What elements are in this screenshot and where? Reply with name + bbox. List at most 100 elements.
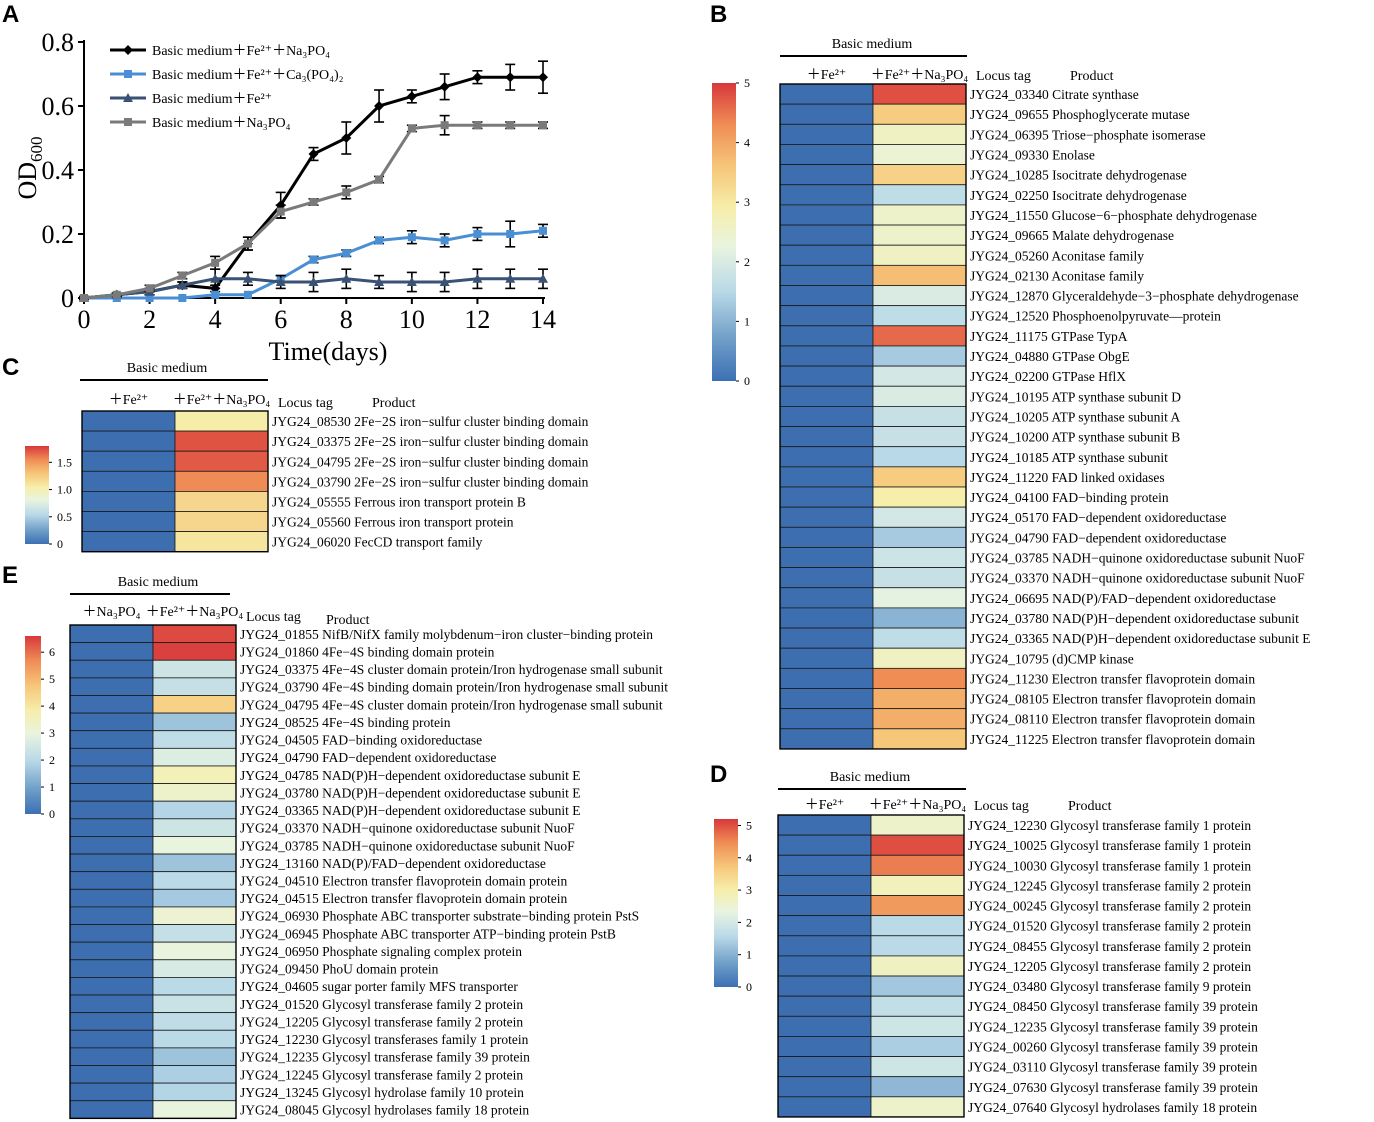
panel-c-cell <box>174 490 269 512</box>
panel-d-cell <box>777 834 872 856</box>
panel-a-data-point <box>374 277 385 286</box>
panel-d-row-label: JYG24_12230 Glycosyl transferase family … <box>968 818 1251 833</box>
panel-e-cell <box>69 906 154 925</box>
panel-b-cell <box>872 345 967 367</box>
panel-b-colorbar-tick-label: 1 <box>744 314 750 328</box>
panel-a-x-tick-label: 12 <box>464 305 490 334</box>
panel-b-row-label: JYG24_11175 GTPase TypA <box>970 329 1128 344</box>
panel-a-data-point <box>440 236 449 245</box>
panel-e-cell <box>152 677 237 696</box>
panel-d-cell <box>777 995 872 1017</box>
panel-b-cell <box>779 647 874 669</box>
panel-a-data-point <box>538 273 548 283</box>
panel-b-cell <box>872 264 967 286</box>
panel-e-cell <box>152 783 237 802</box>
panel-a-y-axis-title: OD600 <box>13 136 46 199</box>
panel-a-x-axis-title: Time(days) <box>269 337 388 366</box>
panel-c-cell <box>174 450 269 472</box>
panel-b-cell <box>779 466 874 488</box>
panel-e-cell <box>69 871 154 890</box>
panel-b-cell <box>779 164 874 186</box>
panel-b-row-label: JYG24_11230 Electron transfer flavoprote… <box>970 671 1255 686</box>
panel-d-heatmap-border <box>777 814 965 1118</box>
panel-b-cell <box>872 325 967 347</box>
panel-e-row-label: JYG24_09450 PhoU domain protein <box>240 962 439 977</box>
panel-b-colorbar-tick-label: 5 <box>744 76 750 90</box>
panel-c-row-label: JYG24_05560 Ferrous iron transport prote… <box>272 515 514 530</box>
panel-e-row-label: JYG24_06930 Phosphate ABC transporter su… <box>240 909 639 924</box>
panel-e-row-label: JYG24_13160 NAD(P)/FAD−dependent oxidore… <box>240 856 546 871</box>
panel-b-cell <box>779 224 874 246</box>
panel-e-cell <box>69 677 154 696</box>
panel-b-cell <box>872 688 967 710</box>
panel-a-data-point <box>407 124 416 133</box>
panel-e-cell <box>152 730 237 749</box>
panel-b-row-label: JYG24_03785 NADH−quinone oxidoreductase … <box>970 551 1305 566</box>
panel-b-row-label: JYG24_02130 Aconitase family <box>970 268 1144 283</box>
panel-e-heatmap-border <box>69 624 237 1120</box>
panel-c-row-label: JYG24_06020 FecCD transport family <box>272 535 483 550</box>
panel-b-colorbar-tick-label: 0 <box>744 374 750 388</box>
panel-d-colorbar-tick-label: 4 <box>746 851 752 865</box>
panel-e-cell <box>69 1100 154 1119</box>
panel-b-cell <box>779 83 874 105</box>
panel-b-cell <box>872 506 967 528</box>
panel-d-cell <box>870 975 965 997</box>
panel-e-row-label: JYG24_04510 Electron transfer flavoprote… <box>240 873 568 888</box>
panel-e-cell <box>152 747 237 767</box>
panel-a-axes: 0 2 4 6 8 10 12 14 0 0.2 0.4 0.6 0.8 <box>42 28 557 334</box>
panel-b-cell <box>872 647 967 669</box>
panel-c-column-header: ＋Fe²⁺＋Na₃PO₄ <box>173 393 271 408</box>
panel-a-data-point <box>80 294 88 302</box>
panel-b-row-label: JYG24_10285 Isocitrate dehydrogenase <box>970 168 1187 183</box>
panel-e-column-header: ＋Na₃PO₄ <box>83 605 141 620</box>
panel-e-colorbar-tick-label: 2 <box>49 753 55 767</box>
panel-e-row-label: JYG24_12205 Glycosyl transferase family … <box>240 1014 523 1029</box>
panel-e-cell <box>69 994 154 1014</box>
panel-a-line-chart: 0 2 4 6 8 10 12 14 0 0.2 0.4 0.6 0.8 Basic medium＋Fe… <box>13 28 556 366</box>
panel-c-cell <box>81 511 176 533</box>
panel-d-row-label: JYG24_10030 Glycosyl transferase family … <box>968 858 1251 873</box>
panel-e-cell <box>69 695 154 714</box>
panel-b-row-label: JYG24_06695 NAD(P)/FAD−dependent oxidore… <box>970 591 1276 606</box>
panel-b-cell <box>779 123 874 145</box>
panel-b-cell <box>872 164 967 186</box>
panel-b-cell <box>872 365 967 387</box>
panel-e-colorbar-tick-label: 1 <box>49 780 55 794</box>
panel-b-row-label: JYG24_11550 Glucose−6−phosphate dehydrog… <box>970 208 1257 223</box>
panel-b-cell <box>779 607 874 629</box>
panel-b-cell <box>872 526 967 548</box>
panel-a-data-point <box>375 236 384 245</box>
panel-c-heatmap: Basic medium ＋Fe²⁺ ＋Fe²⁺＋Na₃PO₄ Locus tag Pr… <box>25 361 589 553</box>
panel-b-row-label: JYG24_11225 Electron transfer flavoprote… <box>970 732 1255 747</box>
panel-c-colorbar-tick-label: 0 <box>57 537 63 551</box>
panel-a-letter: A <box>2 1 19 28</box>
panel-b-cell <box>872 667 967 689</box>
panel-b-product-header: Product <box>1070 69 1114 84</box>
panel-b-column-header: ＋Fe²⁺ <box>807 68 847 83</box>
panel-b-cell <box>872 627 967 649</box>
panel-e-cell <box>69 959 154 978</box>
panel-d-row-label: JYG24_10025 Glycosyl transferase family … <box>968 838 1251 853</box>
panel-d-cell <box>777 814 872 836</box>
panel-a-legend-marker <box>123 45 133 55</box>
panel-a-data-point <box>112 290 121 299</box>
panel-c-cell <box>81 490 176 512</box>
panel-a-data-point <box>505 72 516 83</box>
panel-a-data-point <box>211 290 220 299</box>
panel-d-colorbar-tick-label: 5 <box>746 818 752 832</box>
panel-d-colorbar <box>714 819 738 987</box>
panel-e-colorbar-tick-label: 5 <box>49 672 55 686</box>
panel-b-cell <box>779 526 874 548</box>
panel-b-cell <box>872 607 967 629</box>
panel-e-row-label: JYG24_01520 Glycosyl transferase family … <box>240 997 523 1012</box>
panel-a-data-point <box>342 249 351 258</box>
panel-e-cell <box>69 747 154 767</box>
panel-e-cell <box>152 888 237 908</box>
panel-b-cell <box>779 405 874 427</box>
panel-a-series <box>79 60 548 303</box>
panel-e-row-label: JYG24_04795 4Fe−4S cluster domain protei… <box>240 697 663 712</box>
panel-a-legend-marker <box>124 118 132 126</box>
panel-a-data-point <box>473 230 482 238</box>
panel-b-cell <box>872 486 967 508</box>
